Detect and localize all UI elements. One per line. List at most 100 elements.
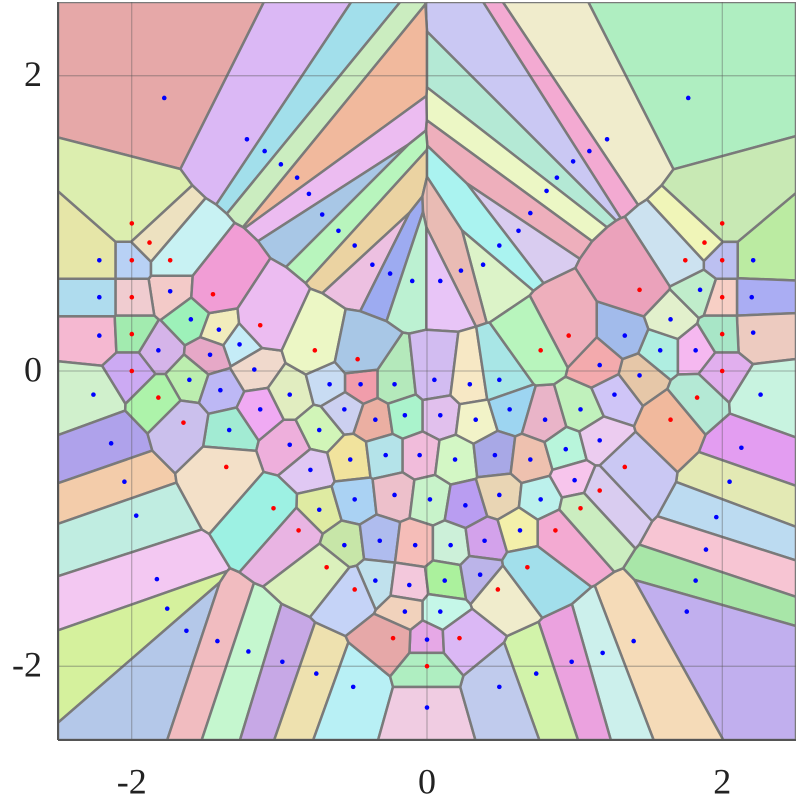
point: [749, 294, 755, 300]
y-tick-label: -2: [12, 644, 42, 684]
point: [480, 262, 486, 268]
point: [167, 288, 173, 294]
point: [188, 317, 194, 322]
point: [377, 538, 383, 544]
voronoi-cell: [431, 519, 471, 567]
point: [739, 445, 744, 451]
point: [685, 95, 691, 101]
point: [473, 417, 479, 423]
point: [569, 659, 574, 665]
point: [424, 637, 430, 642]
point: [719, 368, 725, 374]
point: [637, 287, 642, 293]
point: [727, 479, 732, 485]
point: [604, 136, 610, 142]
point: [437, 278, 443, 284]
voronoi-cell: [528, 266, 598, 369]
voronoi-cell: [500, 544, 593, 620]
point: [417, 452, 422, 458]
point: [370, 262, 375, 268]
point: [252, 367, 257, 372]
point: [570, 159, 576, 164]
point: [525, 565, 530, 570]
point: [164, 606, 170, 611]
point: [437, 609, 443, 614]
point: [637, 373, 642, 378]
point: [402, 609, 408, 614]
point: [432, 377, 437, 383]
point: [352, 497, 357, 502]
point: [622, 333, 628, 338]
voronoi-cell: [735, 311, 796, 366]
x-tick-label: 0: [418, 761, 436, 801]
point: [122, 479, 127, 485]
point: [497, 492, 502, 498]
voronoi-cell: [488, 294, 569, 387]
point: [587, 148, 592, 154]
point: [352, 243, 357, 248]
point: [342, 407, 347, 412]
point: [612, 392, 617, 397]
point: [161, 95, 167, 101]
voronoi-cell: [666, 372, 731, 436]
voronoi: [58, 2, 796, 740]
point: [324, 565, 329, 570]
tick-labels: -2 0 2 -2 0 2: [12, 54, 731, 801]
point: [187, 377, 192, 383]
point: [223, 464, 229, 470]
point: [306, 191, 312, 197]
point: [129, 368, 135, 374]
point: [553, 528, 558, 533]
point: [497, 377, 502, 383]
point: [424, 705, 430, 710]
point: [129, 221, 135, 226]
point: [563, 446, 569, 452]
point: [108, 441, 114, 446]
point: [516, 228, 521, 234]
point: [308, 467, 313, 473]
point: [477, 572, 483, 577]
point: [147, 240, 152, 245]
point: [167, 258, 173, 263]
point: [215, 638, 220, 644]
point: [457, 635, 462, 641]
point: [542, 417, 548, 423]
point: [683, 258, 688, 263]
point: [287, 392, 293, 397]
point: [352, 587, 357, 592]
point: [296, 528, 301, 533]
point: [355, 356, 360, 362]
voronoi-cell: [633, 578, 796, 740]
point: [129, 331, 135, 337]
point: [347, 457, 353, 462]
voronoi-cell: [58, 277, 117, 318]
point: [278, 162, 284, 167]
point: [492, 452, 498, 458]
point: [406, 582, 412, 588]
point: [702, 240, 707, 245]
y-tick-label: 0: [24, 349, 42, 389]
point: [226, 427, 232, 433]
point: [184, 628, 189, 634]
point: [316, 507, 322, 513]
voronoi-cell: [173, 445, 265, 536]
point: [257, 322, 263, 328]
point: [97, 294, 102, 300]
point: [697, 287, 703, 293]
y-tick-label: 2: [24, 54, 42, 94]
point: [210, 291, 216, 297]
point: [693, 348, 698, 353]
point: [719, 331, 725, 337]
point: [694, 395, 700, 400]
point: [154, 576, 160, 582]
point: [668, 317, 673, 322]
point: [91, 392, 96, 397]
point: [631, 638, 636, 644]
point: [538, 497, 543, 502]
point: [350, 684, 356, 690]
point: [216, 327, 222, 332]
point: [129, 294, 135, 300]
point: [600, 650, 605, 656]
point: [684, 609, 690, 614]
